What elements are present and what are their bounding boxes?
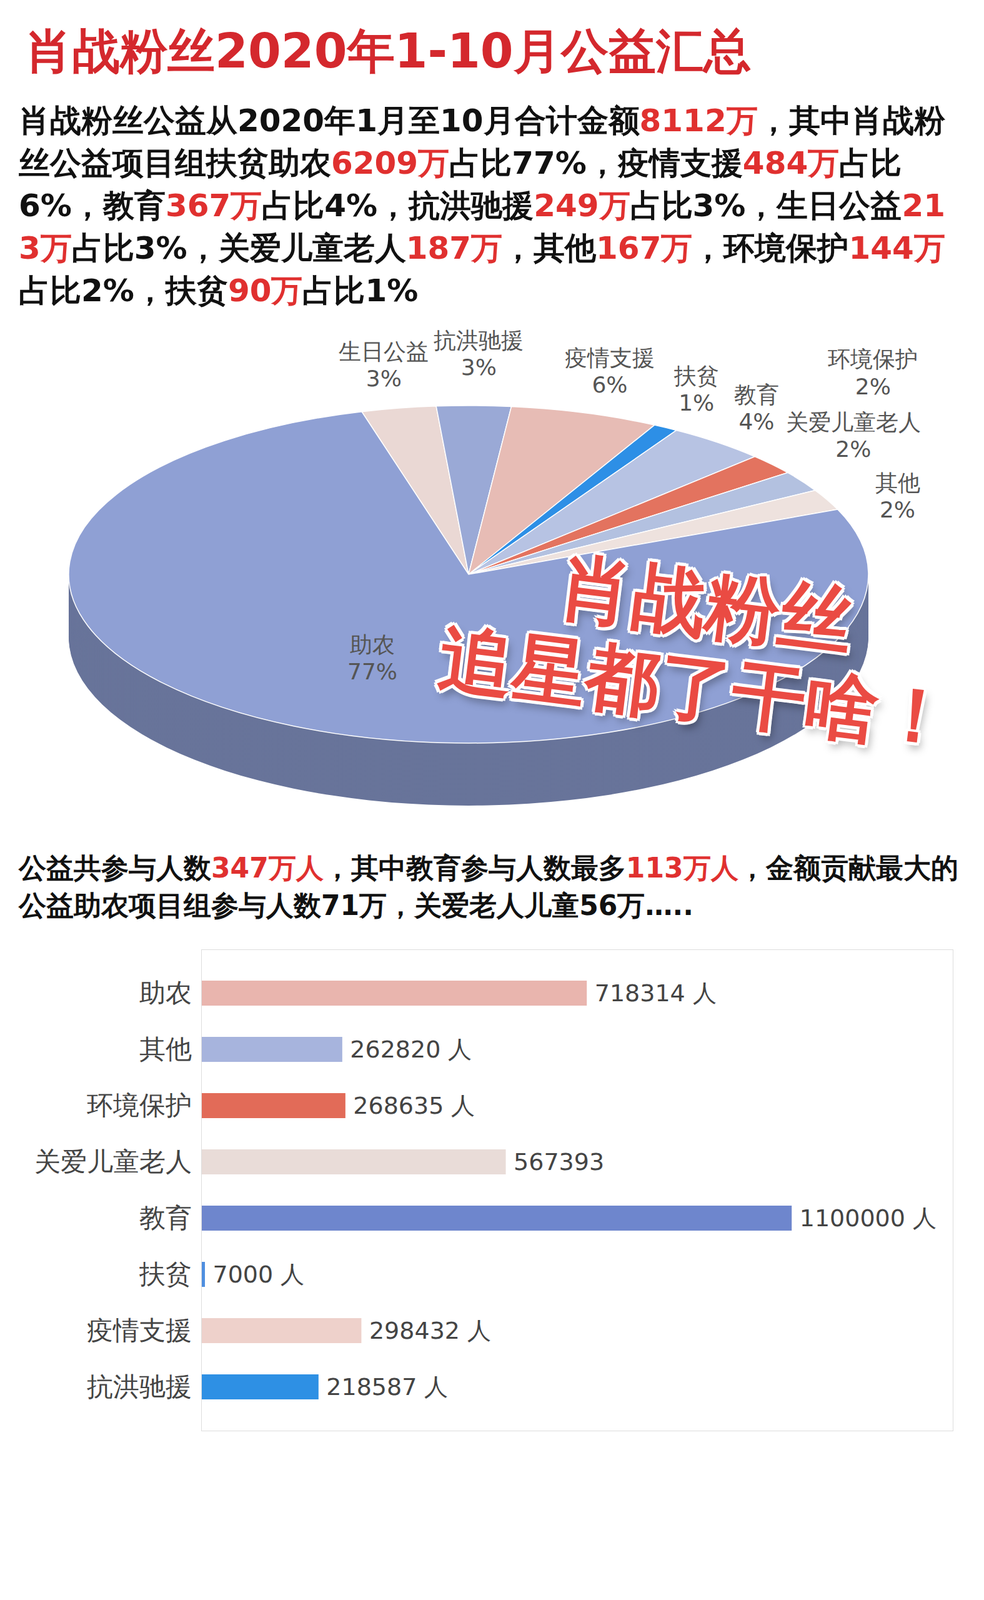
svg-text:218587 人: 218587 人 [326,1371,448,1400]
svg-text:关爱儿童老人2%: 关爱儿童老人2% [785,409,921,462]
svg-text:关爱儿童老人: 关爱儿童老人 [34,1145,192,1177]
svg-text:助农: 助农 [139,977,192,1008]
svg-text:扶贫1%: 扶贫1% [673,362,720,416]
html-text:追星都了干啥！: 追星都了干啥！ [434,613,958,763]
html-text:肖战粉丝: 肖战粉丝 [554,543,858,665]
svg-text:教育4%: 教育4% [734,381,780,435]
svg-text:助农77%: 助农77% [347,631,398,685]
svg-text:环境保护2%: 环境保护2% [827,346,918,399]
html-text:肖战粉丝2020年1-10月公益汇总: 肖战粉丝2020年1-10月公益汇总 [24,23,751,79]
svg-text:其他: 其他 [139,1033,192,1064]
svg-text:718314 人: 718314 人 [594,978,717,1006]
svg-text:其他2%: 其他2% [875,469,921,523]
svg-text:262820 人: 262820 人 [349,1034,472,1063]
svg-text:7000 人: 7000 人 [213,1259,305,1288]
svg-text:1100000 人: 1100000 人 [799,1203,937,1231]
svg-text:扶贫: 扶贫 [138,1258,192,1289]
svg-text:教育: 教育 [139,1202,192,1233]
svg-text:268635 人: 268635 人 [352,1090,475,1119]
html-text:肖战粉丝公益从2020年1月至10月合计金额8112万，其中: 肖战粉丝公益从2020年1月至10月合计金额8112万，其中肖战粉丝公益项目组扶… [18,102,946,267]
svg-text:疫情支援6%: 疫情支援6% [564,344,655,398]
svg-text:567393: 567393 [513,1147,605,1175]
html-text:公益共参与人数347万人，其中教育参与人数最多113万人，金: 公益共参与人数347万人，其中教育参与人数最多113万人，金额贡献最大的公益助农… [18,851,959,921]
svg-text:疫情支援: 疫情支援 [86,1314,192,1346]
svg-text:生日公益3%: 生日公益3% [338,338,429,392]
svg-text:抗洪驰援3%: 抗洪驰援3% [433,327,524,380]
svg-text:环境保护: 环境保护 [86,1089,192,1121]
svg-text:抗洪驰援: 抗洪驰援 [86,1370,192,1402]
svg-text:298432 人: 298432 人 [369,1315,492,1344]
html-text:占比2%，扶贫90万占比1%: 占比2%，扶贫90万占比1% [18,272,419,309]
